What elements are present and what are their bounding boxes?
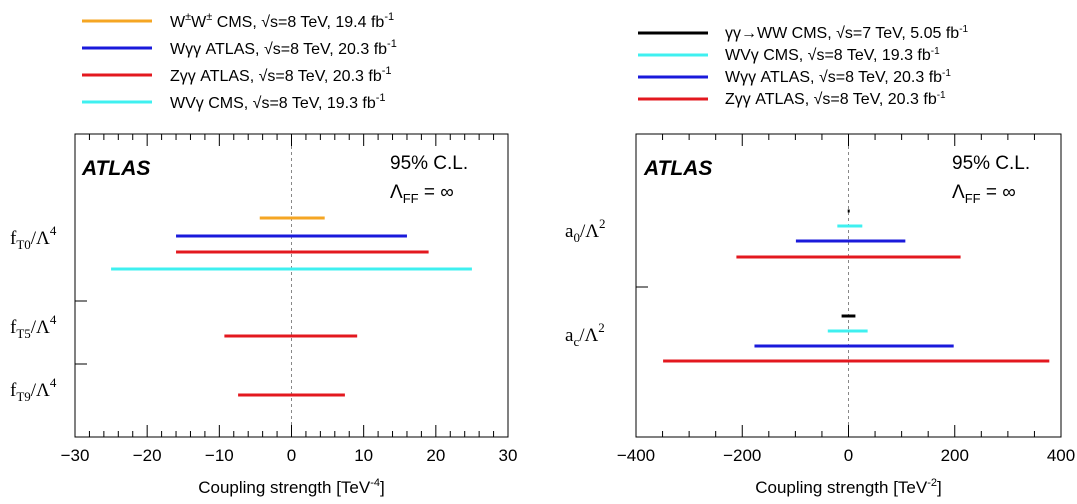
right-x-axis-title: Coupling strength [TeV-2]	[755, 477, 942, 497]
left-cat-label-fT0: fT0/Λ4	[10, 223, 57, 252]
left-x-tick-label: −20	[133, 446, 162, 465]
right-legend: γγ→WW CMS, √s=7 TeV, 5.05 fb-1 WVγ CMS, …	[638, 24, 969, 108]
left-cat-label-fT9: fT9/Λ4	[10, 375, 57, 404]
left-legend-label-2: Zγγ ATLAS, √s=8 TeV, 20.3 fb-1	[170, 65, 392, 85]
right-legend-label-2: Wγγ ATLAS, √s=8 TeV, 20.3 fb-1	[725, 68, 951, 86]
left-x-tick-label: −10	[205, 446, 234, 465]
right-legend-label-0: γγ→WW CMS, √s=7 TeV, 5.05 fb-1	[725, 24, 969, 42]
left-experiment-label: ATLAS	[81, 157, 150, 180]
left-intervals	[111, 216, 472, 397]
left-chart: W±W± CMS, √s=8 TeV, 19.4 fb-1 Wγγ ATLAS,…	[10, 11, 517, 497]
left-legend-label-1: Wγγ ATLAS, √s=8 TeV, 20.3 fb-1	[170, 38, 397, 58]
right-intervals	[663, 209, 1050, 363]
left-x-tick-label: 0	[287, 446, 296, 465]
right-cat-label-a0: a0/Λ2	[565, 216, 606, 245]
right-cat-label-ac: ac/Λ2	[565, 320, 605, 349]
left-x-axis-title: Coupling strength [TeV-4]	[198, 477, 385, 497]
left-x-ticks: −30 −20 −10 0 10 20 30	[61, 134, 518, 465]
left-legend-label-0: W±W± CMS, √s=8 TeV, 19.4 fb-1	[170, 11, 394, 31]
left-x-tick-label: −30	[61, 446, 90, 465]
right-x-tick-label: 400	[1047, 446, 1075, 465]
left-cl-text: 95% C.L.	[390, 153, 468, 174]
left-x-tick-label: 30	[499, 446, 518, 465]
right-x-ticks: −400 −200 0 200 400	[617, 134, 1075, 465]
right-legend-label-1: WVγ CMS, √s=8 TeV, 19.3 fb-1	[725, 46, 940, 64]
right-cl-text: 95% C.L.	[952, 153, 1030, 174]
left-x-tick-label: 10	[354, 446, 373, 465]
right-legend-label-3: Zγγ ATLAS, √s=8 TeV, 20.3 fb-1	[725, 90, 946, 108]
right-x-tick-label: −200	[723, 446, 761, 465]
right-chart: γγ→WW CMS, √s=7 TeV, 5.05 fb-1 WVγ CMS, …	[565, 24, 1075, 497]
right-experiment-label: ATLAS	[643, 157, 712, 180]
left-legend-label-3: WVγ CMS, √s=8 TeV, 19.3 fb-1	[170, 92, 386, 112]
left-cat-label-fT5: fT5/Λ4	[10, 312, 57, 341]
right-lambda-text: ΛFF = ∞	[952, 182, 1016, 206]
right-x-tick-label: 0	[844, 446, 853, 465]
left-legend: W±W± CMS, √s=8 TeV, 19.4 fb-1 Wγγ ATLAS,…	[82, 11, 397, 112]
right-x-tick-label: −400	[617, 446, 655, 465]
left-x-tick-label: 20	[426, 446, 445, 465]
left-lambda-text: ΛFF = ∞	[390, 182, 454, 206]
right-x-tick-label: 200	[941, 446, 969, 465]
